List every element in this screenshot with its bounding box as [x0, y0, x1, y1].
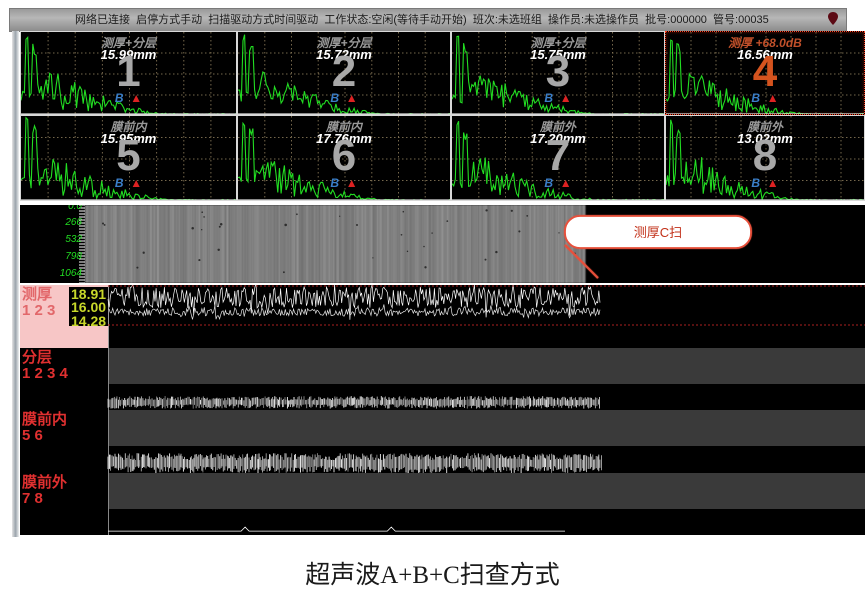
svg-text:测厚C扫: 测厚C扫: [634, 225, 682, 240]
